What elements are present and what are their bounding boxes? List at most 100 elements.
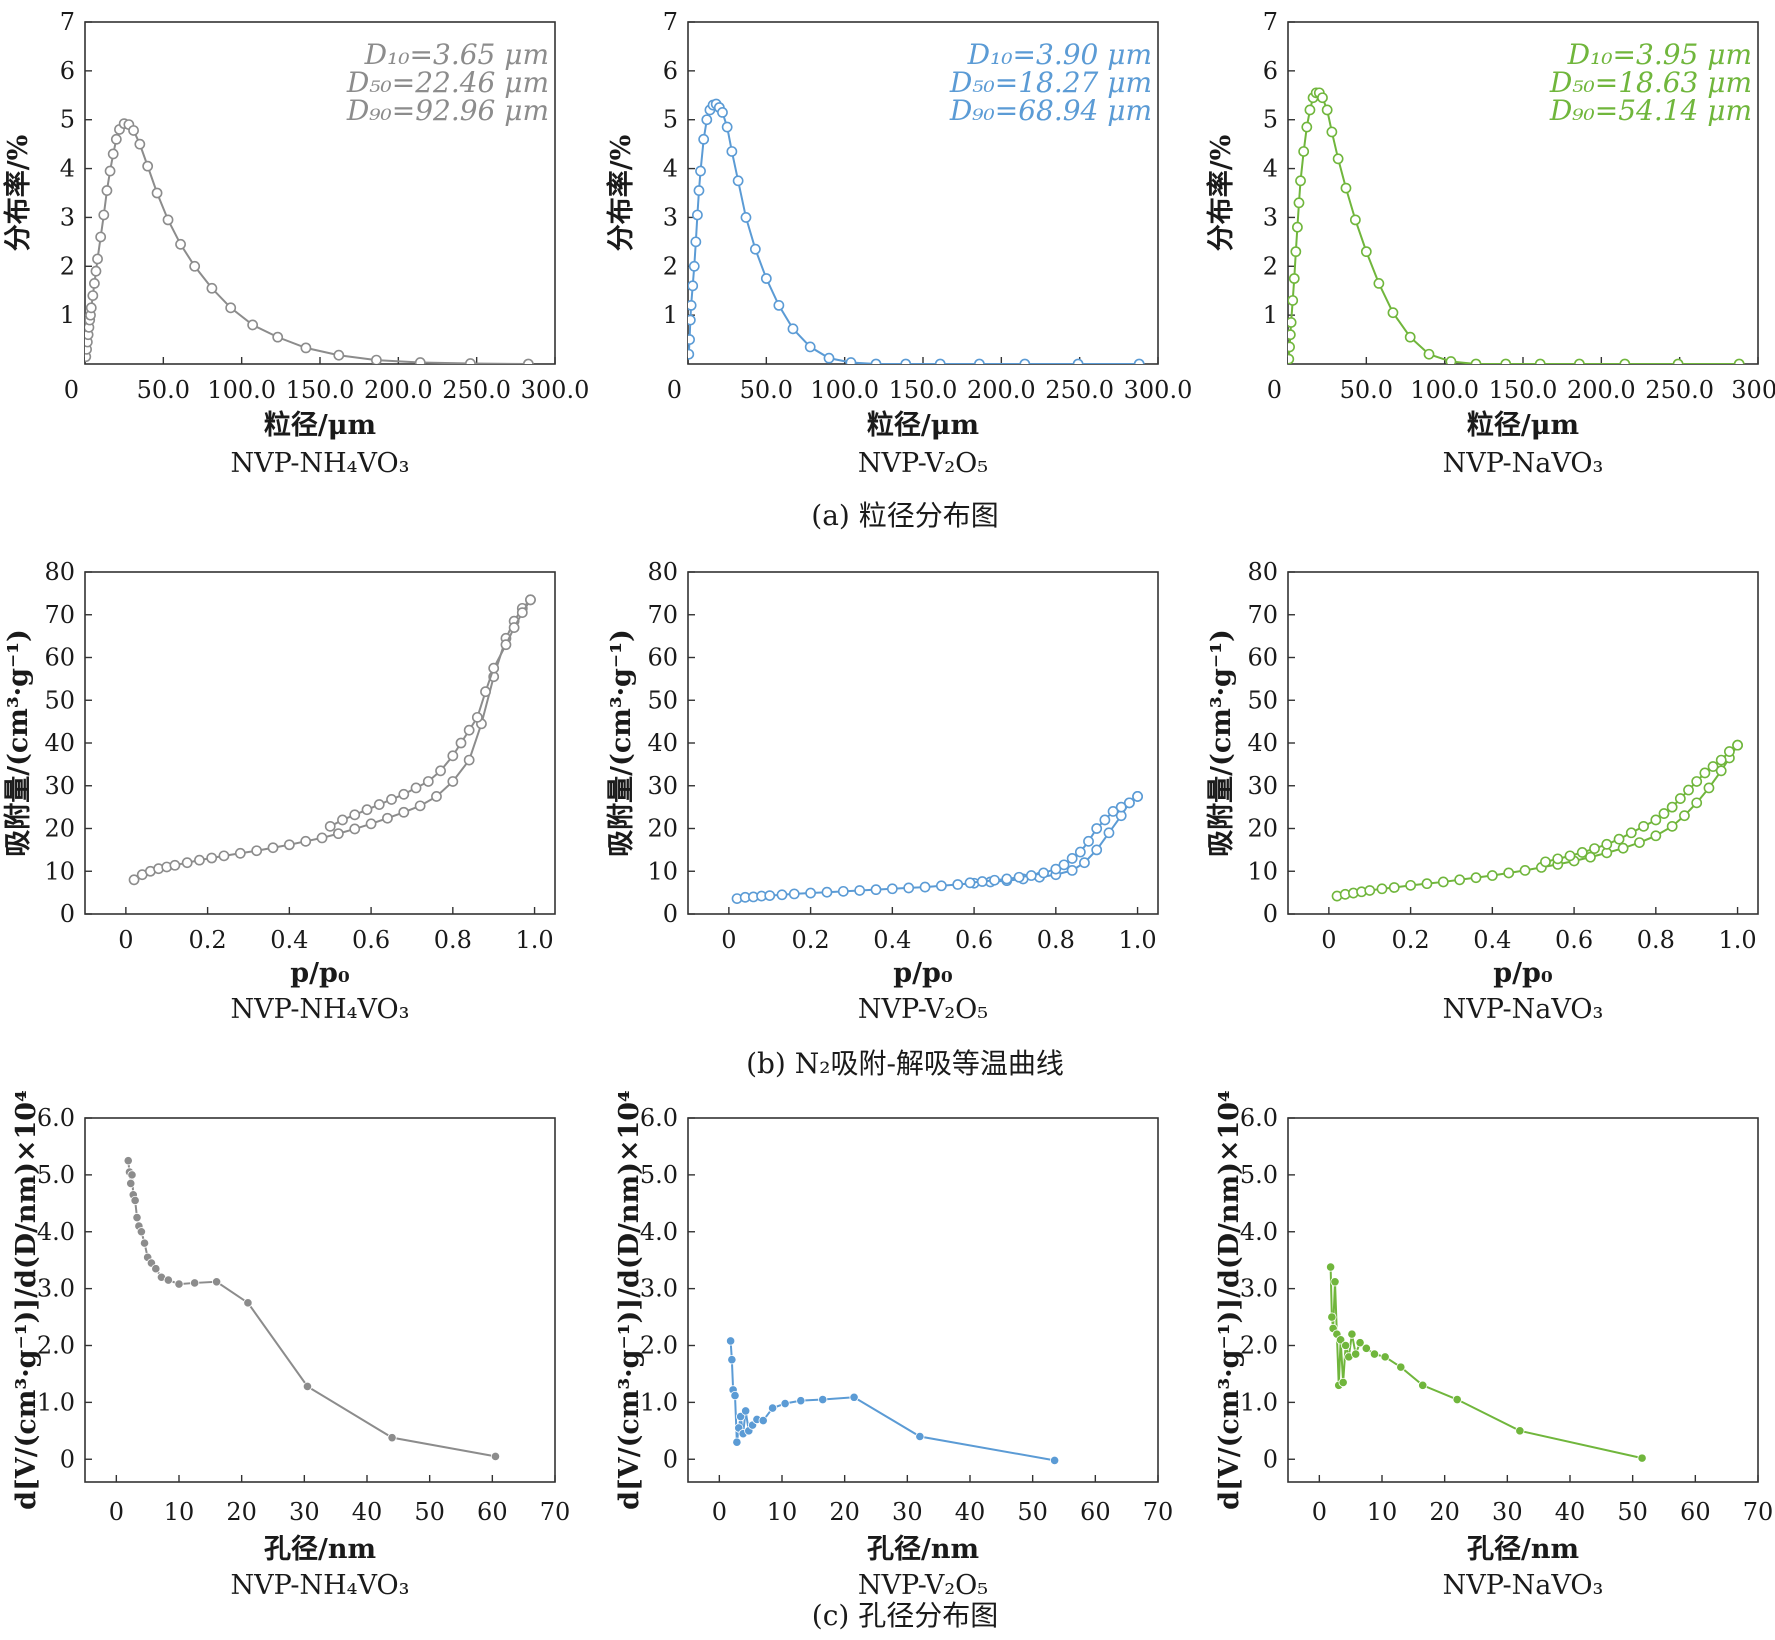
data-point [1132, 791, 1143, 802]
y-tick-label: 60 [647, 644, 678, 672]
data-point [1650, 814, 1662, 826]
data-point [1733, 358, 1745, 364]
data-point [225, 302, 237, 314]
stat-label: D₅₀=18.63 μm [1549, 66, 1752, 99]
stat-label: D₉₀=92.96 μm [346, 94, 549, 127]
x-tick-label: 50.0 [1340, 376, 1393, 404]
data-point [508, 622, 520, 633]
y-tick-label: 60 [44, 644, 75, 672]
data-point [1691, 797, 1703, 809]
data-point [349, 809, 361, 821]
x-tick-label: 30 [1492, 1498, 1523, 1526]
data-point [989, 874, 1000, 886]
plot-frame [687, 1117, 1159, 1483]
data-point [1674, 793, 1686, 804]
data-point [190, 1278, 200, 1288]
y-tick-label: 7 [1263, 8, 1278, 36]
y-axis-label: d[V/(cm³·g⁻¹)]/d(D/nm)×10⁴ [11, 1090, 42, 1510]
data-point [98, 209, 110, 221]
y-tick-label: 3 [60, 203, 75, 231]
data-point [1072, 358, 1084, 364]
data-point [1454, 874, 1466, 886]
data-point [701, 114, 713, 126]
data-point [1347, 1329, 1357, 1339]
y-tick-label: 3 [663, 203, 678, 231]
data-point [903, 882, 915, 894]
data-point [128, 874, 140, 886]
y-tick-label: 20 [1247, 815, 1278, 843]
data-point [690, 236, 702, 248]
data-point [787, 323, 799, 335]
data-point [1405, 879, 1417, 891]
data-point [142, 160, 154, 172]
x-tick-label: 0.6 [955, 926, 993, 954]
data-point [1658, 808, 1670, 819]
data-point [1376, 883, 1388, 895]
y-tick-label: 4 [663, 155, 678, 183]
y-tick-label: 0 [60, 900, 75, 928]
y-tick-label: 4 [1263, 155, 1278, 183]
y-tick-label: 1 [663, 301, 678, 329]
data-point [1619, 358, 1631, 364]
data-point [849, 1392, 859, 1402]
data-point [1288, 317, 1297, 328]
data-point [163, 1275, 173, 1285]
y-tick-label: 5.0 [1240, 1161, 1278, 1189]
data-point [1336, 1335, 1346, 1345]
data-point [1387, 307, 1399, 319]
x-tick-label: 30 [289, 1498, 320, 1526]
panel-c-3: 0 10 20 30 40 50 60 70 0 1.0 2.0 3.0 4.0 5.0 6.0 孔径/nm d… [1214, 1090, 1773, 1601]
y-tick-label: 20 [44, 815, 75, 843]
series-group [726, 1336, 1060, 1465]
series-group [1326, 1262, 1647, 1463]
x-tick-label: 0 [1267, 376, 1282, 404]
x-tick-label: 50.0 [740, 376, 793, 404]
data-point [726, 146, 738, 157]
data-point [1050, 863, 1062, 875]
y-axis-label: 分布率/% [2, 135, 34, 252]
x-tick-label: 200.0 [967, 376, 1036, 404]
data-point [732, 1437, 742, 1447]
y-tick-label: 4.0 [37, 1218, 75, 1246]
data-point [845, 357, 857, 364]
data-point [693, 185, 705, 196]
series-line [127, 1160, 496, 1458]
data-point [272, 331, 284, 343]
data-point [740, 212, 752, 223]
stat-label: D₅₀=22.46 μm [346, 66, 549, 99]
x-tick-label: 0 [712, 1498, 727, 1526]
series-line-adsorption [133, 599, 532, 881]
data-point [324, 820, 336, 832]
y-tick-label: 0 [663, 900, 678, 928]
series-line-desorption [329, 599, 532, 828]
data-point [692, 209, 703, 221]
data-point [1332, 153, 1344, 165]
data-point [1589, 843, 1600, 854]
y-tick-label: 1 [60, 301, 75, 329]
caption-a: (a) 粒径分布图 [811, 499, 998, 532]
stat-label: D₁₀=3.90 μm [967, 38, 1152, 71]
data-point [447, 776, 459, 787]
panel-sample-title: NVP-NH₄VO₃ [231, 448, 410, 479]
x-tick-label: 0.4 [270, 926, 308, 954]
data-point [431, 791, 442, 802]
x-tick-label: 0 [118, 926, 133, 954]
y-tick-label: 30 [1247, 772, 1278, 800]
panel-a-3: 0 50.0 100.0 150.0 200.0 250.0 300. 1 2 3 4 5 6 7 粒径/μ… [1205, 8, 1775, 479]
panel-sample-title: NVP-NaVO₃ [1443, 1570, 1604, 1601]
data-point [1540, 856, 1551, 868]
x-tick-label: 30 [892, 1498, 923, 1526]
x-tick-label: 100.0 [810, 376, 879, 404]
data-point [1355, 1338, 1365, 1348]
x-tick-label: 0.6 [1555, 926, 1593, 954]
data-point [823, 352, 835, 364]
data-point [1452, 1394, 1462, 1405]
data-point [1650, 830, 1662, 842]
data-point [1321, 104, 1333, 116]
data-point [773, 299, 785, 311]
data-point [1683, 784, 1694, 796]
data-point [95, 231, 107, 243]
y-tick-label: 2 [1263, 252, 1278, 280]
data-point [107, 148, 119, 160]
